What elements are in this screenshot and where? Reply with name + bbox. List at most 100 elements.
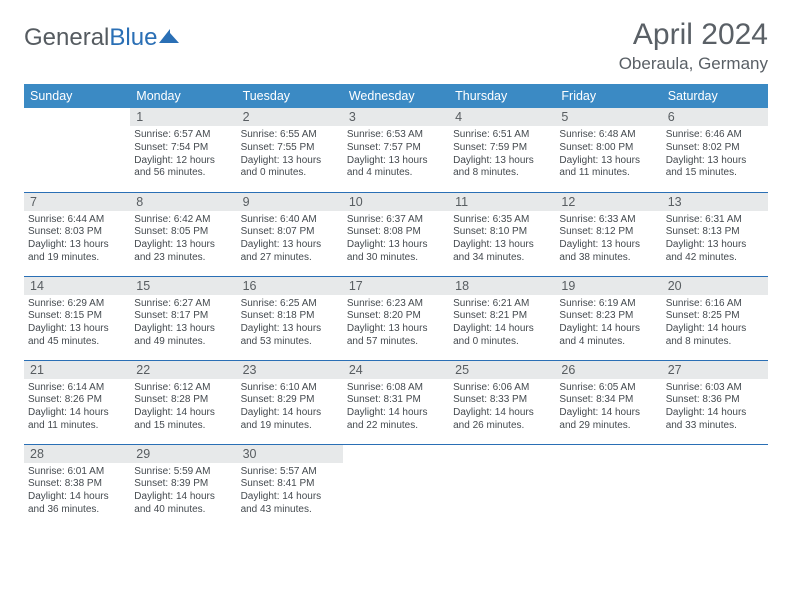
day-number: 26 [555, 361, 661, 379]
sunset-line: Sunset: 8:38 PM [28, 478, 126, 491]
day-cell: 26Sunrise: 6:05 AMSunset: 8:34 PMDayligh… [555, 360, 661, 444]
calendar-table: Sunday Monday Tuesday Wednesday Thursday… [24, 84, 768, 528]
daylight-line: Daylight: 13 hours and 4 minutes. [347, 155, 445, 181]
day-cell: 29Sunrise: 5:59 AMSunset: 8:39 PMDayligh… [130, 444, 236, 528]
day-cell: 15Sunrise: 6:27 AMSunset: 8:17 PMDayligh… [130, 276, 236, 360]
day-number: 21 [24, 361, 130, 379]
dow-sunday: Sunday [24, 84, 130, 108]
sunrise-line: Sunrise: 6:37 AM [347, 214, 445, 227]
day-number: 8 [130, 193, 236, 211]
day-number: 29 [130, 445, 236, 463]
dow-monday: Monday [130, 84, 236, 108]
triangle-icon [159, 26, 181, 44]
day-cell-inner: 30Sunrise: 5:57 AMSunset: 8:41 PMDayligh… [237, 445, 343, 521]
sunrise-line: Sunrise: 6:29 AM [28, 298, 126, 311]
day-cell: 2Sunrise: 6:55 AMSunset: 7:55 PMDaylight… [237, 108, 343, 192]
sunset-line: Sunset: 8:33 PM [453, 394, 551, 407]
calendar-body: 1Sunrise: 6:57 AMSunset: 7:54 PMDaylight… [24, 108, 768, 528]
daylight-line: Daylight: 13 hours and 11 minutes. [559, 155, 657, 181]
day-number: 27 [662, 361, 768, 379]
day-number [343, 445, 449, 463]
sunset-line: Sunset: 8:34 PM [559, 394, 657, 407]
sunrise-line: Sunrise: 6:55 AM [241, 129, 339, 142]
sunrise-line: Sunrise: 6:57 AM [134, 129, 232, 142]
day-cell-inner: 10Sunrise: 6:37 AMSunset: 8:08 PMDayligh… [343, 193, 449, 269]
day-number: 25 [449, 361, 555, 379]
day-cell: 30Sunrise: 5:57 AMSunset: 8:41 PMDayligh… [237, 444, 343, 528]
day-cell-inner: 2Sunrise: 6:55 AMSunset: 7:55 PMDaylight… [237, 108, 343, 184]
day-cell: 14Sunrise: 6:29 AMSunset: 8:15 PMDayligh… [24, 276, 130, 360]
sunset-line: Sunset: 8:02 PM [666, 142, 764, 155]
sunset-line: Sunset: 8:39 PM [134, 478, 232, 491]
sunset-line: Sunset: 8:18 PM [241, 310, 339, 323]
day-cell-inner: 24Sunrise: 6:08 AMSunset: 8:31 PMDayligh… [343, 361, 449, 437]
daylight-line: Daylight: 13 hours and 42 minutes. [666, 239, 764, 265]
day-number: 17 [343, 277, 449, 295]
daylight-line: Daylight: 13 hours and 15 minutes. [666, 155, 764, 181]
sunrise-line: Sunrise: 6:21 AM [453, 298, 551, 311]
day-cell: 1Sunrise: 6:57 AMSunset: 7:54 PMDaylight… [130, 108, 236, 192]
day-number: 5 [555, 108, 661, 126]
day-cell: 13Sunrise: 6:31 AMSunset: 8:13 PMDayligh… [662, 192, 768, 276]
day-number: 12 [555, 193, 661, 211]
day-cell: 28Sunrise: 6:01 AMSunset: 8:38 PMDayligh… [24, 444, 130, 528]
sunrise-line: Sunrise: 6:51 AM [453, 129, 551, 142]
sunrise-line: Sunrise: 6:53 AM [347, 129, 445, 142]
day-cell-inner: 7Sunrise: 6:44 AMSunset: 8:03 PMDaylight… [24, 193, 130, 269]
day-cell: 4Sunrise: 6:51 AMSunset: 7:59 PMDaylight… [449, 108, 555, 192]
sunset-line: Sunset: 8:20 PM [347, 310, 445, 323]
day-number: 13 [662, 193, 768, 211]
day-number: 18 [449, 277, 555, 295]
day-cell-inner [662, 445, 768, 470]
daylight-line: Daylight: 13 hours and 19 minutes. [28, 239, 126, 265]
sunset-line: Sunset: 8:07 PM [241, 226, 339, 239]
sunrise-line: Sunrise: 5:57 AM [241, 466, 339, 479]
sunrise-line: Sunrise: 6:23 AM [347, 298, 445, 311]
week-row: 28Sunrise: 6:01 AMSunset: 8:38 PMDayligh… [24, 444, 768, 528]
day-cell-inner: 22Sunrise: 6:12 AMSunset: 8:28 PMDayligh… [130, 361, 236, 437]
dow-wednesday: Wednesday [343, 84, 449, 108]
day-cell: 11Sunrise: 6:35 AMSunset: 8:10 PMDayligh… [449, 192, 555, 276]
day-cell [449, 444, 555, 528]
day-cell: 24Sunrise: 6:08 AMSunset: 8:31 PMDayligh… [343, 360, 449, 444]
daylight-line: Daylight: 12 hours and 56 minutes. [134, 155, 232, 181]
day-cell-inner: 9Sunrise: 6:40 AMSunset: 8:07 PMDaylight… [237, 193, 343, 269]
daylight-line: Daylight: 13 hours and 53 minutes. [241, 323, 339, 349]
day-cell [662, 444, 768, 528]
day-cell-inner: 23Sunrise: 6:10 AMSunset: 8:29 PMDayligh… [237, 361, 343, 437]
daylight-line: Daylight: 14 hours and 29 minutes. [559, 407, 657, 433]
day-number: 6 [662, 108, 768, 126]
day-cell-inner: 13Sunrise: 6:31 AMSunset: 8:13 PMDayligh… [662, 193, 768, 269]
day-cell-inner: 25Sunrise: 6:06 AMSunset: 8:33 PMDayligh… [449, 361, 555, 437]
daylight-line: Daylight: 13 hours and 27 minutes. [241, 239, 339, 265]
day-of-week-row: Sunday Monday Tuesday Wednesday Thursday… [24, 84, 768, 108]
day-cell-inner: 11Sunrise: 6:35 AMSunset: 8:10 PMDayligh… [449, 193, 555, 269]
day-cell: 17Sunrise: 6:23 AMSunset: 8:20 PMDayligh… [343, 276, 449, 360]
day-cell: 23Sunrise: 6:10 AMSunset: 8:29 PMDayligh… [237, 360, 343, 444]
sunrise-line: Sunrise: 6:35 AM [453, 214, 551, 227]
day-number: 30 [237, 445, 343, 463]
daylight-line: Daylight: 13 hours and 38 minutes. [559, 239, 657, 265]
sunrise-line: Sunrise: 6:01 AM [28, 466, 126, 479]
sunrise-line: Sunrise: 6:42 AM [134, 214, 232, 227]
day-cell [555, 444, 661, 528]
day-cell: 16Sunrise: 6:25 AMSunset: 8:18 PMDayligh… [237, 276, 343, 360]
day-number [449, 445, 555, 463]
day-cell: 5Sunrise: 6:48 AMSunset: 8:00 PMDaylight… [555, 108, 661, 192]
day-cell-inner: 21Sunrise: 6:14 AMSunset: 8:26 PMDayligh… [24, 361, 130, 437]
day-cell-inner [24, 108, 130, 133]
day-cell: 19Sunrise: 6:19 AMSunset: 8:23 PMDayligh… [555, 276, 661, 360]
sunrise-line: Sunrise: 6:06 AM [453, 382, 551, 395]
day-cell: 22Sunrise: 6:12 AMSunset: 8:28 PMDayligh… [130, 360, 236, 444]
day-cell-inner: 18Sunrise: 6:21 AMSunset: 8:21 PMDayligh… [449, 277, 555, 353]
day-number: 20 [662, 277, 768, 295]
day-cell-inner: 27Sunrise: 6:03 AMSunset: 8:36 PMDayligh… [662, 361, 768, 437]
day-cell-inner: 16Sunrise: 6:25 AMSunset: 8:18 PMDayligh… [237, 277, 343, 353]
day-cell: 25Sunrise: 6:06 AMSunset: 8:33 PMDayligh… [449, 360, 555, 444]
sunrise-line: Sunrise: 6:48 AM [559, 129, 657, 142]
header: GeneralBlue April 2024 Oberaula, Germany [24, 18, 768, 74]
daylight-line: Daylight: 13 hours and 49 minutes. [134, 323, 232, 349]
brand-part2: Blue [109, 24, 157, 52]
sunrise-line: Sunrise: 6:08 AM [347, 382, 445, 395]
daylight-line: Daylight: 14 hours and 33 minutes. [666, 407, 764, 433]
